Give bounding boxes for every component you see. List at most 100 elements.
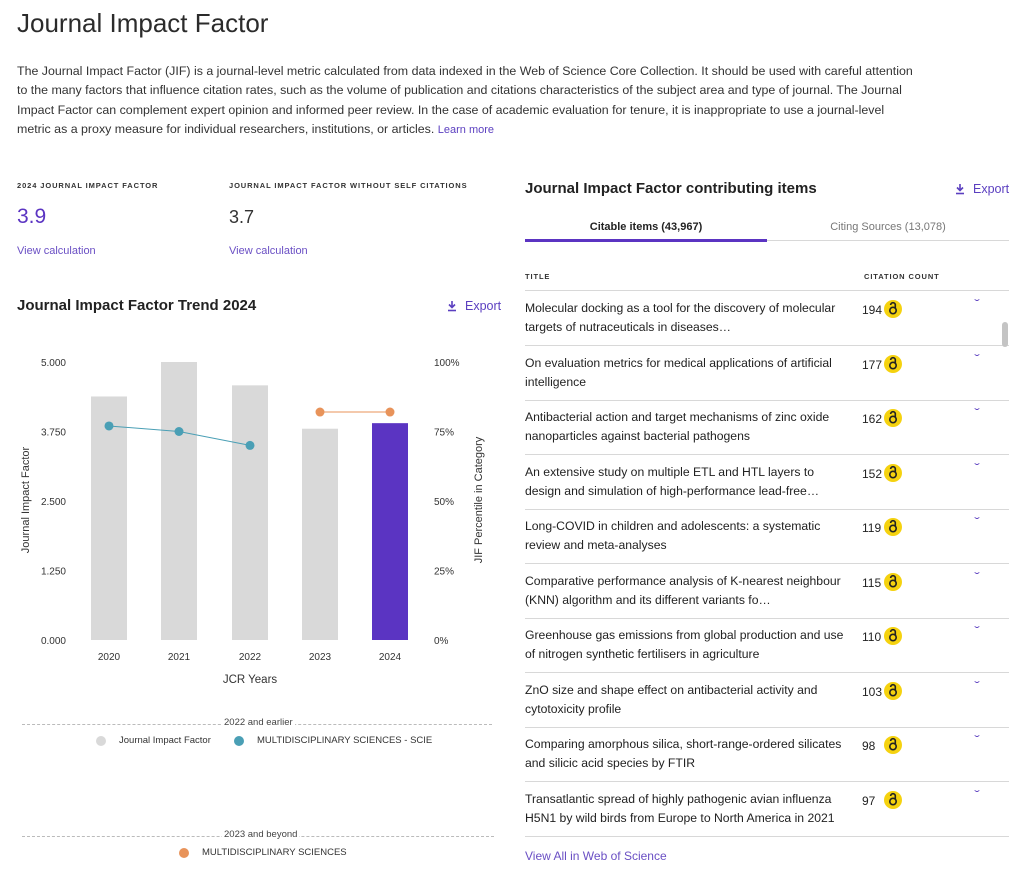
tab-citable-items[interactable]: Citable items (43,967): [589, 221, 703, 233]
legend-item-jif: Journal Impact Factor: [96, 735, 211, 746]
item-title[interactable]: Greenhouse gas emissions from global pro…: [525, 628, 844, 662]
open-access-icon: [884, 300, 902, 318]
x-tick-label: 2022: [239, 652, 262, 663]
trend-export-button[interactable]: Export: [447, 299, 501, 313]
legend-multi-label: MULTIDISCIPLINARY SCIENCES: [202, 847, 347, 858]
chart-x-axis-label: JCR Years: [223, 674, 278, 686]
open-access-icon: [884, 627, 902, 645]
jif-value: 3.9: [17, 205, 47, 228]
percentile-point-2024[interactable]: [385, 407, 395, 417]
jif-bar-2023[interactable]: [302, 428, 338, 640]
table-row[interactable]: Long-COVID in children and adolescents: …: [525, 509, 1009, 564]
view-all-link[interactable]: View All in Web of Science: [525, 849, 667, 863]
open-access-icon: [884, 572, 902, 591]
tab-citing-sources[interactable]: Citing Sources (13,078): [830, 221, 946, 233]
page-title: Journal Impact Factor: [17, 8, 269, 38]
contributing-export-button[interactable]: Export: [955, 182, 1009, 196]
chevron-down-icon[interactable]: ˇ: [974, 297, 980, 311]
chevron-down-icon[interactable]: ˇ: [974, 460, 980, 475]
chart-y-axis-label: Journal Impact Factor: [20, 446, 32, 553]
citation-count: 152: [862, 466, 883, 481]
x-tick-label: 2020: [98, 652, 121, 663]
table-row[interactable]: On evaluation metrics for medical applic…: [525, 346, 1009, 401]
chart-y2-axis-label: JIF Percentile in Category: [473, 436, 485, 563]
chevron-down-icon[interactable]: ˇ: [974, 624, 980, 638]
citation-count: 194: [862, 303, 883, 317]
legend-jif-label: Journal Impact Factor: [119, 735, 211, 746]
item-title[interactable]: On evaluation metrics for medical applic…: [525, 355, 832, 389]
y2-tick-label: 25%: [434, 567, 454, 578]
item-title[interactable]: Antibacterial action and target mechanis…: [525, 410, 830, 444]
percentile-point-2020[interactable]: [104, 421, 114, 431]
download-icon: [955, 183, 965, 195]
citation-count: 103: [862, 684, 883, 699]
table-row[interactable]: Antibacterial action and target mechanis…: [525, 400, 1009, 455]
item-title[interactable]: An extensive study on multiple ETL and H…: [525, 464, 820, 498]
table-row[interactable]: An extensive study on multiple ETL and H…: [525, 455, 1009, 510]
y-tick-label: 0.000: [41, 636, 66, 647]
open-access-icon: [884, 354, 902, 373]
y2-tick-label: 100%: [434, 358, 460, 369]
item-title[interactable]: Molecular docking as a tool for the disc…: [525, 301, 836, 335]
chevron-down-icon[interactable]: ˇ: [974, 787, 980, 802]
citation-count: 177: [862, 357, 883, 372]
chevron-down-icon[interactable]: ˇ: [974, 678, 980, 693]
column-citation-count-header: CITATION COUNT: [864, 272, 940, 281]
learn-more-link[interactable]: Learn more: [437, 124, 495, 137]
tab-active-indicator: [525, 239, 767, 242]
open-access-icon: [884, 790, 902, 809]
item-title[interactable]: Comparative performance analysis of K-ne…: [525, 573, 841, 607]
percentile-point-2021[interactable]: [174, 427, 184, 436]
tab-divider: [525, 240, 1009, 241]
item-title[interactable]: Transatlantic spread of highly pathogeni…: [525, 791, 835, 825]
description-text: The Journal Impact Factor (JIF) is a jou…: [17, 64, 913, 137]
chevron-down-icon[interactable]: ˇ: [974, 733, 980, 747]
legend-multi-dot: [179, 847, 189, 858]
percentile-point-2022[interactable]: [245, 440, 255, 450]
contributing-export-label: Export: [973, 182, 1010, 196]
legend-scie-label: MULTIDISCIPLINARY SCIENCES - SCIE: [257, 735, 433, 746]
jif-no-self-value: 3.7: [229, 207, 255, 227]
item-title[interactable]: ZnO size and shape effect on antibacteri…: [525, 682, 818, 716]
chevron-down-icon[interactable]: ˇ: [974, 569, 980, 584]
table-row[interactable]: ZnO size and shape effect on antibacteri…: [525, 673, 1009, 728]
jif-no-self-view-calculation-link[interactable]: View calculation: [229, 245, 308, 257]
item-title[interactable]: Long-COVID in children and adolescents: …: [525, 519, 821, 553]
open-access-icon: [884, 736, 902, 754]
y2-tick-label: 0%: [434, 636, 449, 647]
jif-bar-2022[interactable]: [232, 385, 268, 640]
open-access-icon: [884, 409, 902, 427]
x-tick-label: 2023: [309, 652, 332, 663]
table-row[interactable]: Comparative performance analysis of K-ne…: [525, 564, 1009, 619]
percentile-point-2023[interactable]: [315, 407, 325, 417]
citation-count: 97: [862, 793, 876, 808]
y-tick-label: 5.000: [41, 358, 66, 369]
jif-bar-2020[interactable]: [91, 396, 127, 640]
legend-group-label-2023: 2023 and beyond: [222, 829, 300, 840]
table-row[interactable]: Greenhouse gas emissions from global pro…: [525, 618, 1009, 673]
y2-tick-label: 50%: [434, 497, 454, 508]
table-row[interactable]: Molecular docking as a tool for the disc…: [525, 291, 1009, 346]
chevron-down-icon[interactable]: ˇ: [974, 351, 980, 366]
legend-group-label-2022: 2022 and earlier: [222, 717, 295, 728]
legend-item-scie: MULTIDISCIPLINARY SCIENCES - SCIE: [234, 735, 432, 746]
x-tick-label: 2024: [379, 652, 402, 663]
x-tick-label: 2021: [168, 652, 191, 663]
list-scrollbar[interactable]: [1002, 322, 1008, 347]
jif-bar-2021[interactable]: [161, 362, 197, 640]
jif-label: 2024 JOURNAL IMPACT FACTOR: [17, 181, 159, 190]
jif-bar-2024[interactable]: [372, 423, 408, 640]
citation-count: 162: [862, 412, 883, 426]
citation-count: 119: [862, 521, 882, 535]
table-row[interactable]: Comparing amorphous silica, short-range-…: [525, 727, 1009, 782]
jif-description: The Journal Impact Factor (JIF) is a jou…: [17, 62, 917, 141]
chevron-down-icon[interactable]: ˇ: [974, 515, 980, 529]
open-access-icon: [884, 681, 902, 700]
citation-count: 98: [862, 739, 876, 753]
trend-title: Journal Impact Factor Trend 2024: [17, 297, 257, 314]
y2-tick-label: 75%: [434, 428, 454, 439]
jif-view-calculation-link[interactable]: View calculation: [17, 245, 96, 257]
chevron-down-icon[interactable]: ˇ: [974, 406, 980, 420]
table-row[interactable]: Transatlantic spread of highly pathogeni…: [525, 782, 1009, 837]
item-title[interactable]: Comparing amorphous silica, short-range-…: [525, 737, 842, 771]
